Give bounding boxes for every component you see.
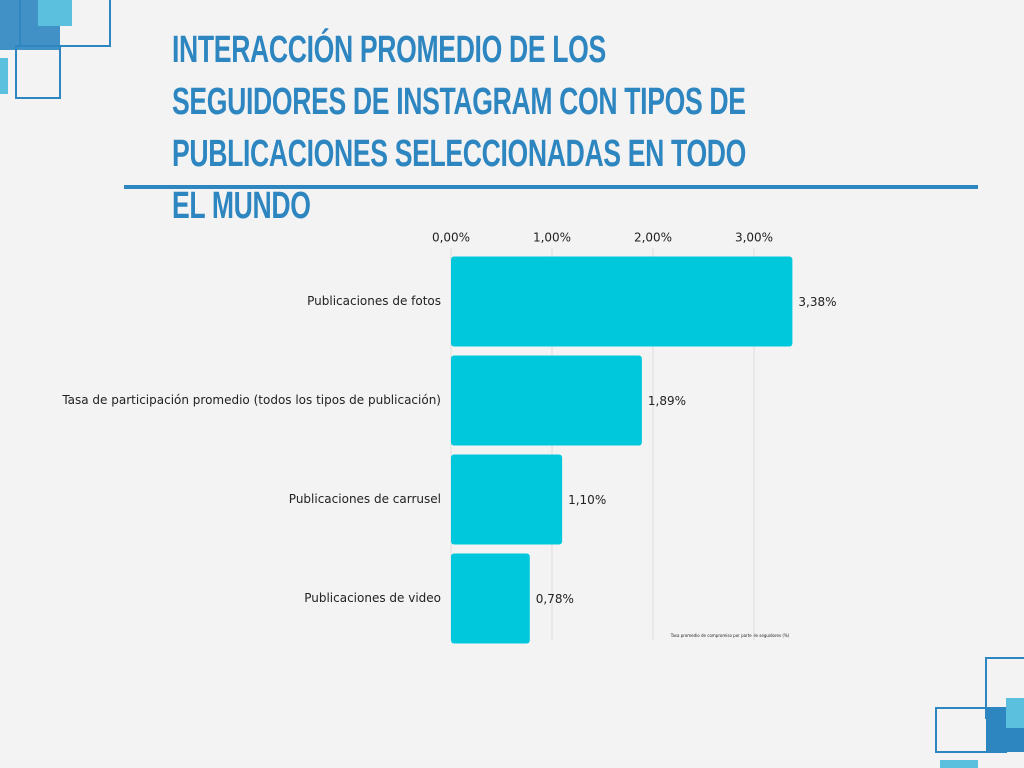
bar xyxy=(451,355,642,446)
bar xyxy=(451,454,563,545)
x-tick-label: 1,00% xyxy=(533,231,571,245)
y-tick-label: Tasa de participación promedio (todos lo… xyxy=(61,393,441,407)
y-tick-label: Publicaciones de video xyxy=(304,591,441,605)
x-tick-label: 3,00% xyxy=(735,231,773,245)
y-tick-label: Publicaciones de carrusel xyxy=(289,492,441,506)
x-tick-label: 2,00% xyxy=(634,231,672,245)
value-label: 1,89% xyxy=(648,394,686,408)
value-label: 1,10% xyxy=(568,493,606,507)
x-axis-title: Tasa promedio de compromiso por parte de… xyxy=(670,633,790,638)
value-label: 0,78% xyxy=(536,592,574,606)
chart-title: INTERACCIÓN PROMEDIO DE LOS SEGUIDORES D… xyxy=(172,29,746,227)
x-tick-label: 0,00% xyxy=(432,231,470,245)
y-tick-label: Publicaciones de fotos xyxy=(307,294,441,308)
value-label: 3,38% xyxy=(798,295,836,309)
bar xyxy=(451,553,530,644)
bar xyxy=(451,256,793,347)
